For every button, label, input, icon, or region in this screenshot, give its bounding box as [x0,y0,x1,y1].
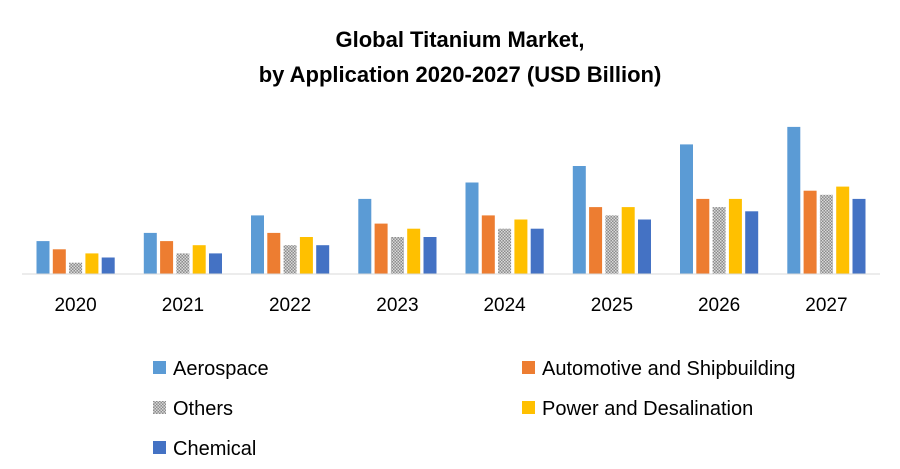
bar-automotive-and-shipbuilding-2022 [267,232,281,274]
bar-automotive-and-shipbuilding-2026 [696,198,710,274]
bar-group-2022 [251,215,330,274]
chart-title-line-2: by Application 2020-2027 (USD Billion) [259,62,662,87]
bar-chemical-2024 [530,228,544,274]
bar-power-and-desalination-2024 [514,219,528,274]
bar-aerospace-2026 [680,144,693,274]
bar-automotive-and-shipbuilding-2021 [160,241,174,274]
bar-others-2023 [390,237,404,274]
bar-group-2024 [465,182,544,274]
legend: Aerospace Automotive and Shipbuilding Othe… [153,358,796,460]
bar-others-2022 [283,245,297,274]
legend-label-chemical: Chemical [173,438,256,460]
bar-power-and-desalination-2022 [299,237,313,274]
legend-swatch-others [153,401,166,414]
x-tick-label-2022: 2022 [269,295,311,316]
legend-swatch-automotive-and-shipbuilding [522,361,535,374]
legend-item-automotive-and-shipbuilding: Automotive and Shipbuilding [522,358,796,380]
legend-item-others: Others [153,398,233,420]
legend-swatch-aerospace [153,361,166,374]
bar-chemical-2022 [316,245,330,274]
bar-group-2021 [143,232,222,274]
bar-others-2025 [605,215,619,274]
bar-power-and-desalination-2026 [728,198,742,274]
x-tick-label-2027: 2027 [805,295,847,316]
legend-label-automotive-and-shipbuilding: Automotive and Shipbuilding [542,358,796,380]
bar-aerospace-2020 [36,241,50,274]
legend-item-power-and-desalination: Power and Desalination [522,398,753,420]
legend-item-chemical: Chemical [153,438,256,460]
x-tick-label-2020: 2020 [54,295,96,316]
bar-power-and-desalination-2025 [621,207,635,274]
bar-others-2024 [498,228,512,274]
bar-others-2027 [819,194,833,274]
x-axis-ticks: 2020 2021 2022 2023 2024 2025 2026 2027 [54,295,847,316]
x-tick-label-2026: 2026 [698,295,740,316]
bar-chemical-2020 [101,257,115,274]
legend-label-power-and-desalination: Power and Desalination [542,398,753,420]
bar-chemical-2027 [852,198,866,274]
bar-chemical-2025 [638,219,651,274]
bar-others-2026 [712,207,726,274]
bar-aerospace-2023 [358,198,372,274]
bar-group-2027 [787,126,866,275]
bar-automotive-and-shipbuilding-2024 [481,215,495,274]
bar-automotive-and-shipbuilding-2023 [374,223,388,274]
bar-chemical-2021 [209,253,222,274]
x-tick-label-2025: 2025 [591,295,633,316]
bar-automotive-and-shipbuilding-2027 [803,190,817,274]
bar-automotive-and-shipbuilding-2025 [589,207,603,274]
x-tick-label-2021: 2021 [162,295,204,316]
x-tick-label-2023: 2023 [376,295,418,316]
bar-chemical-2026 [745,211,759,274]
bar-aerospace-2025 [572,166,586,274]
bar-aerospace-2027 [787,126,801,275]
legend-swatch-power-and-desalination [522,401,535,414]
legend-label-others: Others [173,398,233,420]
bar-power-and-desalination-2020 [85,253,99,274]
bar-aerospace-2024 [465,182,479,274]
bar-chemical-2023 [423,237,437,274]
legend-item-aerospace: Aerospace [153,358,269,380]
legend-swatch-chemical [153,441,166,454]
bar-group-2023 [358,198,437,274]
bar-others-2021 [176,253,190,274]
bar-power-and-desalination-2027 [836,186,850,274]
bar-aerospace-2022 [251,215,264,274]
x-tick-label-2024: 2024 [483,295,526,316]
bar-power-and-desalination-2023 [407,228,421,274]
bar-power-and-desalination-2021 [192,245,206,274]
bar-group-2020 [36,241,115,274]
plot-area [36,126,866,275]
legend-label-aerospace: Aerospace [173,358,269,380]
bar-group-2025 [572,166,651,274]
bar-others-2020 [69,262,83,274]
bar-automotive-and-shipbuilding-2020 [52,249,66,274]
bar-group-2026 [680,144,759,274]
bar-aerospace-2021 [143,232,157,274]
chart-title-line-1: Global Titanium Market, [336,27,585,52]
